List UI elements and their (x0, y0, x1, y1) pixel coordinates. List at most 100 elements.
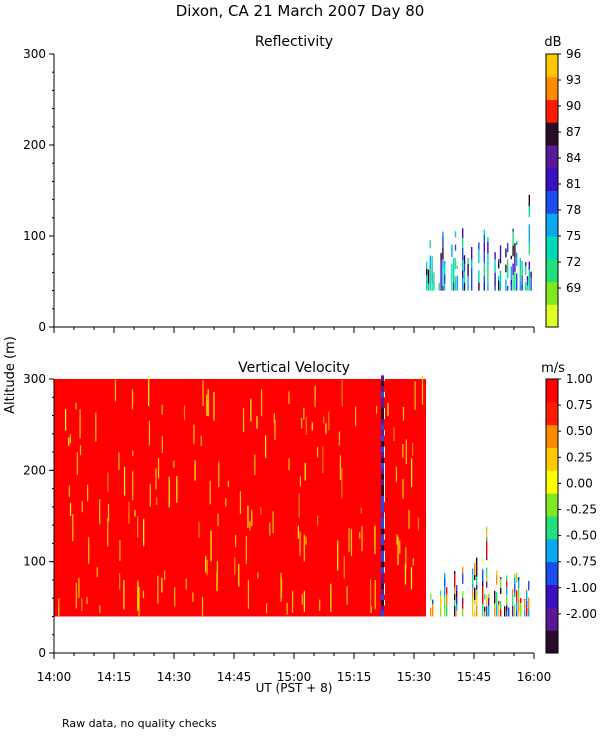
velocity-cell (486, 556, 488, 561)
velocity-streak (64, 408, 67, 431)
velocity-streak (164, 570, 166, 580)
colorbar-label: 0.25 (566, 450, 593, 464)
velocity-streak (239, 491, 242, 515)
velocity-cell (488, 606, 490, 617)
velocity-streak (242, 407, 245, 433)
reflectivity-cell (433, 281, 435, 291)
reflectivity-cell (429, 268, 431, 283)
reflectivity-cell (494, 286, 496, 291)
velocity-streak (107, 503, 110, 522)
velocity-dark-streak (381, 534, 384, 540)
velocity-streak (393, 427, 395, 441)
reflectivity-cell (454, 231, 457, 238)
y-axis-label: Altitude (m) (3, 336, 18, 414)
reflectivity-cell (453, 267, 455, 283)
x-tick-label: 15:45 (457, 670, 492, 684)
reflectivity-cell (467, 263, 469, 277)
velocity-streak (201, 597, 204, 616)
colorbar-label: -0.50 (566, 529, 597, 543)
velocity-dark-streak (381, 484, 384, 491)
velocity-streak (303, 534, 305, 562)
reflectivity-cell (444, 283, 446, 291)
velocity-streak (217, 513, 219, 527)
velocity-streak (137, 580, 139, 611)
colorbar-swatch (546, 281, 558, 305)
velocity-cell (482, 597, 484, 605)
velocity-streak (265, 435, 267, 459)
velocity-streak (149, 483, 151, 507)
velocity-streak (213, 392, 215, 421)
reflectivity-cell (526, 276, 529, 281)
velocity-streak (346, 586, 348, 605)
reflectivity-cell (463, 271, 466, 283)
reflectivity-cell (431, 256, 433, 271)
footer-note: Raw data, no quality checks (62, 717, 217, 730)
velocity-dark-streak (381, 506, 384, 513)
velocity-streak (348, 527, 350, 552)
reflectivity-cell (528, 224, 530, 239)
velocity-streak (185, 578, 187, 590)
velocity-streak (298, 493, 300, 518)
velocity-cell (484, 611, 486, 617)
velocity-cell (518, 599, 520, 611)
reflectivity-cell (440, 276, 442, 291)
velocity-dark-streak (381, 408, 384, 414)
velocity-dark-streak (381, 523, 384, 529)
reflectivity-cell (483, 275, 485, 283)
velocity-cell (474, 563, 476, 575)
velocity-cell (486, 526, 488, 531)
velocity-cell (462, 597, 464, 605)
x-tick-label: 16:00 (517, 670, 552, 684)
reflectivity-cell (440, 261, 442, 273)
reflectivity-cell (453, 282, 455, 291)
velocity-streak (395, 466, 398, 483)
reflectivity-cell (442, 269, 444, 277)
velocity-cell (494, 590, 496, 604)
velocity-cell (520, 609, 522, 617)
velocity-streak (305, 416, 307, 435)
velocity-streak (119, 540, 121, 561)
velocity-streak (343, 555, 345, 579)
velocity-cell (486, 541, 488, 549)
velocity-cell (516, 590, 518, 602)
velocity-streak (328, 411, 330, 430)
velocity-dark-streak (381, 583, 384, 590)
velocity-streak (202, 380, 204, 407)
velocity-streak (99, 499, 101, 525)
velocity-streak (207, 389, 209, 417)
velocity-streak (118, 572, 121, 590)
velocity-cell (486, 606, 488, 617)
colorbar-label: -0.25 (566, 502, 597, 516)
velocity-streak (355, 406, 357, 427)
velocity-streak (76, 452, 78, 475)
velocity-cell (512, 605, 514, 617)
velocity-streak (245, 535, 247, 564)
colorbar-label: 75 (566, 229, 581, 243)
velocity-cell (476, 565, 478, 577)
velocity-cell (516, 601, 518, 611)
velocity-gap (384, 413, 385, 420)
colorbar-swatch (546, 167, 558, 191)
x-tick-label: 15:30 (397, 670, 432, 684)
velocity-streak (323, 416, 325, 424)
velocity-dark-streak (381, 561, 384, 568)
velocity-cell (500, 577, 502, 580)
velocity-streak (288, 391, 290, 404)
reflectivity-cell (451, 246, 453, 257)
reflectivity-cell (507, 259, 509, 267)
velocity-cell (486, 594, 488, 607)
velocity-streak (411, 442, 414, 456)
velocity-streak (206, 559, 208, 576)
y-tick-label: 300 (23, 372, 46, 386)
reflectivity-cell (440, 252, 442, 262)
reflectivity-cell (426, 268, 428, 276)
reflectivity-cell (438, 282, 440, 291)
velocity-cell (486, 530, 488, 538)
reflectivity-cell (494, 259, 496, 273)
x-tick-label: 15:00 (277, 670, 312, 684)
x-tick-labels: 14:00 14:15 14:30 14:45 15:00 15:15 15:30 15:45… (37, 670, 552, 684)
velocity-gap (384, 534, 385, 540)
velocity-dark-streak (381, 550, 384, 557)
velocity-streak (234, 534, 237, 548)
velocity-streak (95, 412, 97, 442)
